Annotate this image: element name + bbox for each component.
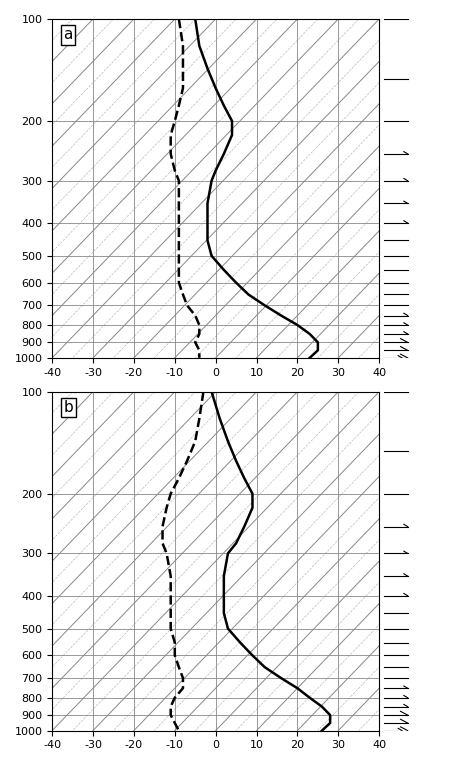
Text: b: b [64,400,73,416]
Text: a: a [64,27,73,43]
